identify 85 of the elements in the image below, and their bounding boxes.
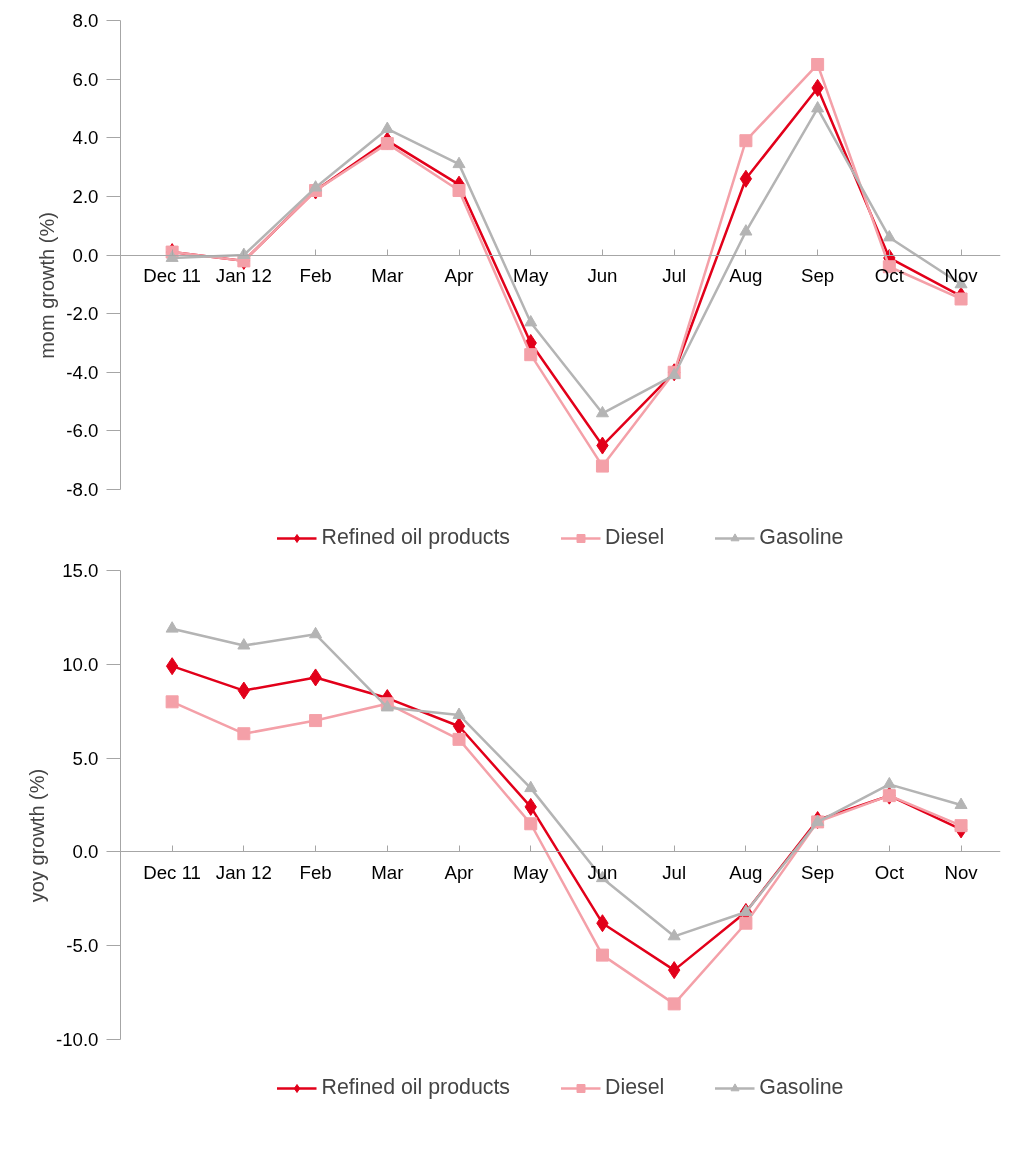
point — [882, 230, 896, 242]
x-tick-label: Jun — [587, 861, 618, 883]
y-tick-label: 4.0 — [72, 127, 99, 149]
y-tick-label: -10.0 — [55, 1029, 99, 1051]
point — [524, 817, 538, 831]
y-tick-label: 15.0 — [62, 560, 99, 581]
legend-label: Refined oil products — [321, 525, 511, 550]
point — [739, 916, 753, 930]
point — [452, 156, 466, 169]
point — [237, 638, 251, 650]
point — [309, 180, 323, 192]
x-tick-label: Jul — [662, 861, 687, 883]
point — [739, 904, 753, 916]
legend-label: Diesel — [605, 525, 665, 550]
x-tick-label: Oct — [874, 861, 905, 883]
x-tick-label: Mar — [371, 861, 404, 883]
point — [739, 169, 753, 188]
x-tick-label: Apr — [444, 265, 474, 287]
point — [667, 928, 681, 941]
x-tick-label: Nov — [944, 265, 979, 287]
point — [524, 780, 538, 793]
point — [165, 250, 179, 262]
point — [954, 797, 968, 809]
point — [595, 459, 609, 473]
point — [309, 714, 323, 728]
point — [667, 997, 681, 1011]
point — [954, 819, 968, 833]
y-tick-label: 0.0 — [72, 244, 99, 266]
x-tick-label: Jul — [662, 265, 687, 287]
y-axis-title: mom growth (%) — [36, 212, 59, 359]
x-tick-label: Sep — [801, 861, 835, 883]
x-tick-label: Aug — [729, 265, 763, 287]
point — [452, 707, 466, 719]
y-tick-label: -2.0 — [66, 303, 99, 325]
point — [954, 292, 968, 306]
point — [739, 134, 753, 148]
point — [452, 732, 466, 746]
x-tick-label: Jan 12 — [215, 861, 272, 883]
point — [595, 948, 609, 962]
x-tick-label: Nov — [944, 861, 979, 883]
point — [739, 224, 753, 236]
y-tick-label: 0.0 — [72, 841, 99, 863]
y-tick-label: 5.0 — [72, 747, 99, 769]
point — [524, 315, 538, 327]
x-tick-label: Feb — [299, 861, 332, 883]
x-tick-label: Feb — [299, 265, 332, 287]
point — [811, 101, 825, 113]
point — [237, 681, 251, 700]
y-tick-label: -8.0 — [66, 479, 99, 501]
x-tick-label: Jun — [587, 265, 618, 287]
point — [524, 348, 538, 362]
y-axis-title: yoy growth (%) — [25, 768, 48, 903]
point — [165, 621, 179, 633]
point — [811, 57, 825, 71]
legend-label: Refined oil products — [321, 1075, 511, 1100]
x-tick-label: Jan 12 — [215, 265, 272, 287]
point — [165, 657, 179, 676]
point — [237, 727, 251, 741]
y-tick-label: -6.0 — [66, 420, 99, 442]
x-tick-label: May — [513, 265, 550, 287]
y-tick-label: 6.0 — [72, 68, 99, 90]
y-tick-label: 2.0 — [72, 185, 99, 207]
y-tick-label: -5.0 — [66, 935, 99, 957]
x-tick-label: Dec 11 — [143, 861, 202, 883]
x-tick-label: Oct — [874, 265, 905, 287]
x-tick-label: Apr — [444, 861, 474, 883]
legend-label: Diesel — [605, 1075, 665, 1100]
point — [452, 717, 466, 736]
x-tick-label: Dec 11 — [143, 265, 202, 287]
point — [452, 184, 466, 198]
legend-label: Gasoline — [759, 1075, 844, 1100]
point — [309, 626, 323, 639]
point — [165, 695, 179, 709]
x-tick-label: May — [513, 861, 550, 883]
x-tick-label: Mar — [371, 265, 404, 287]
legend-label: Gasoline — [759, 525, 844, 550]
point — [380, 121, 394, 133]
point — [882, 776, 896, 789]
y-tick-label: 8.0 — [72, 10, 99, 31]
x-tick-label: Sep — [801, 265, 835, 287]
y-tick-label: -4.0 — [66, 361, 99, 383]
x-tick-label: Aug — [729, 861, 763, 883]
point — [595, 405, 609, 418]
y-tick-label: 10.0 — [62, 653, 99, 675]
point — [380, 137, 394, 151]
